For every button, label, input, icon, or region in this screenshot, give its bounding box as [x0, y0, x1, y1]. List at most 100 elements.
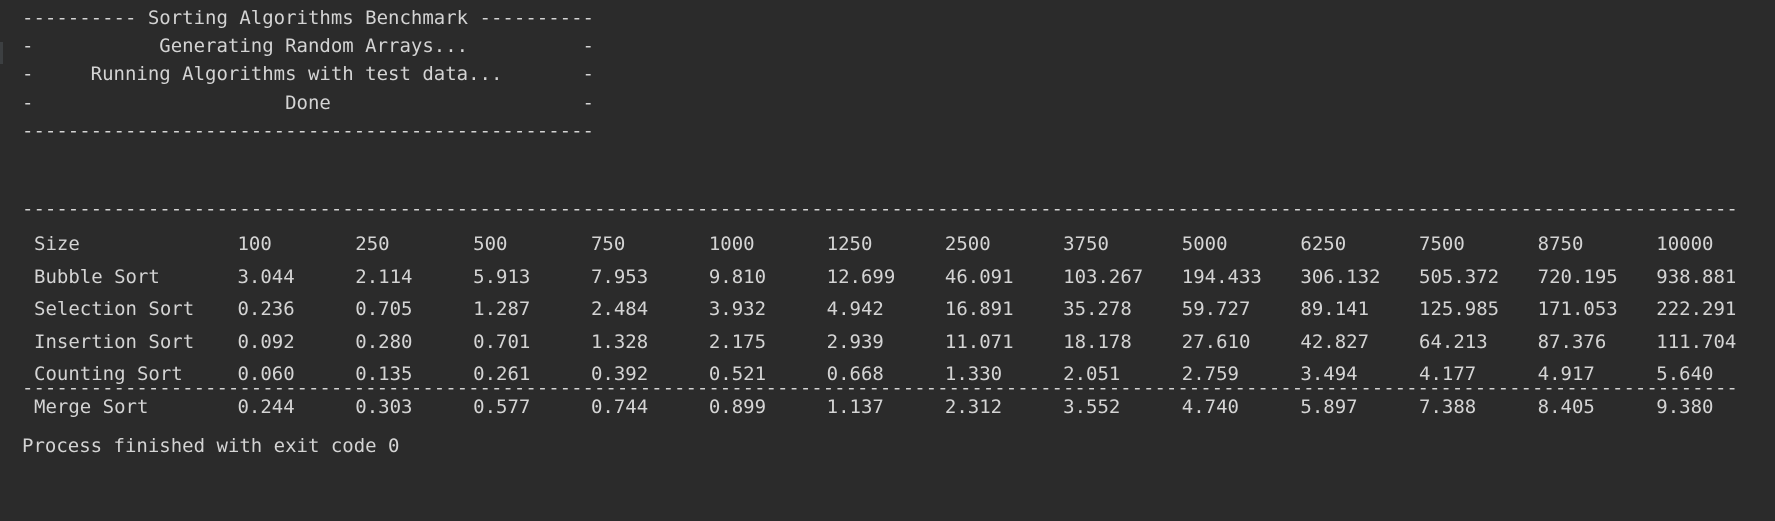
table-cell: 0.521	[708, 363, 767, 385]
table-cell: 35.278	[1063, 298, 1132, 320]
table-cell: 111.704	[1656, 330, 1737, 353]
table-cell: 3.044	[237, 265, 295, 288]
table-cell: 125.985	[1419, 298, 1500, 320]
table-cell: 89.141	[1300, 298, 1370, 320]
table-cell: 306.132	[1300, 265, 1381, 288]
table-cell: 1.287	[473, 298, 531, 320]
table-cell: 0.244	[237, 395, 295, 418]
banner-line: - Running Algorithms with test data... -	[22, 63, 594, 85]
table-cell: 12.699	[826, 265, 896, 288]
table-cell: 100	[237, 233, 272, 255]
exit-message: Process finished with exit code 0	[22, 435, 400, 457]
table-cell: 8750	[1537, 233, 1584, 255]
table-cell: 2.312	[944, 395, 1003, 418]
table-cell: 2.759	[1181, 363, 1239, 385]
table-cell: 3750	[1063, 233, 1109, 255]
table-cell: 18.178	[1063, 330, 1132, 353]
table-cell: 87.376	[1537, 330, 1607, 353]
table-cell: 0.303	[355, 395, 413, 418]
table-cell: 9.810	[708, 265, 767, 288]
table-top-rule: ----------------------------------------…	[22, 198, 1739, 220]
table-cell: 2.114	[355, 265, 413, 288]
banner-title: ---------- Sorting Algorithms Benchmark …	[22, 7, 594, 29]
table-cell: 0.280	[355, 330, 413, 353]
table-row: Selection Sort 0.236 0.705 1.287 2.484 3.932 4…	[22, 293, 1775, 326]
table-cell: 59.727	[1181, 298, 1251, 320]
table-cell: 0.744	[590, 395, 649, 418]
table-row: Bubble Sort 3.044 2.114 5.913 7.953 9.810 12.6…	[22, 261, 1775, 294]
table-cell: 0.135	[355, 363, 413, 385]
table-cell: 1.328	[590, 330, 649, 353]
table-cell: 3.552	[1063, 395, 1121, 418]
table-cell: 64.213	[1419, 330, 1488, 353]
table-cell: 5.913	[473, 265, 531, 288]
table-cell: 0.392	[590, 363, 649, 385]
row-label: Bubble Sort	[34, 265, 160, 288]
row-label: Counting Sort	[34, 363, 183, 385]
table-cell: 2500	[944, 233, 991, 255]
table-cell: 0.705	[355, 298, 413, 320]
banner-line: - Done -	[22, 92, 594, 114]
table-header-row: Size 100 250 500 750 1000 1250 2500 3750 5000 6250…	[22, 228, 1775, 261]
table-cell: 7.388	[1419, 395, 1477, 418]
table-cell: 4.740	[1181, 395, 1239, 418]
table-cell: 0.261	[473, 363, 531, 385]
table-cell: 222.291	[1656, 298, 1737, 320]
table-row: Insertion Sort 0.092 0.280 0.701 1.328 2.175 2…	[22, 326, 1775, 359]
table-cell: 2.484	[590, 298, 649, 320]
table-cell: 7.953	[590, 265, 649, 288]
table-cell: 7500	[1419, 233, 1465, 255]
table-cell: 1.330	[944, 363, 1003, 385]
table-cell: 103.267	[1063, 265, 1144, 288]
table-cell: 6250	[1300, 233, 1347, 255]
table-cell: 4.942	[826, 298, 884, 320]
table-cell: 250	[355, 233, 390, 255]
table-cell: 1000	[708, 233, 755, 255]
row-label: Size	[34, 233, 80, 255]
row-label: Merge Sort	[34, 395, 149, 418]
table-cell: 0.668	[826, 363, 884, 385]
table-cell: 46.091	[944, 265, 1014, 288]
table-cell: 0.899	[708, 395, 767, 418]
table-cell: 1.137	[826, 395, 884, 418]
banner-rule: ----------------------------------------…	[22, 120, 594, 142]
results-table: Size 100 250 500 750 1000 1250 2500 3750 5000 6250…	[22, 228, 1775, 423]
table-cell: 9.380	[1656, 395, 1714, 418]
table-cell: 16.891	[944, 298, 1014, 320]
table-cell: 11.071	[944, 330, 1014, 353]
table-cell: 0.577	[473, 395, 531, 418]
table-cell: 5.640	[1656, 363, 1714, 385]
table-cell: 4.177	[1419, 363, 1477, 385]
table-cell: 5000	[1181, 233, 1228, 255]
table-cell: 2.175	[708, 330, 767, 353]
table-cell: 27.610	[1181, 330, 1251, 353]
row-label: Selection Sort	[34, 298, 195, 320]
table-cell: 171.053	[1537, 298, 1618, 320]
table-cell: 194.433	[1181, 265, 1262, 288]
table-cell: 3.932	[708, 298, 767, 320]
table-cell: 750	[590, 233, 626, 255]
gutter-marker	[0, 42, 3, 64]
table-cell: 0.060	[237, 363, 295, 385]
table-cell: 938.881	[1656, 265, 1737, 288]
table-cell: 505.372	[1419, 265, 1500, 288]
table-bottom-rule: ----------------------------------------…	[22, 377, 1739, 399]
table-cell: 500	[473, 233, 508, 255]
banner-line: - Generating Random Arrays... -	[22, 35, 594, 57]
table-cell: 0.092	[237, 330, 295, 353]
table-cell: 42.827	[1300, 330, 1370, 353]
table-cell: 4.917	[1537, 363, 1595, 385]
row-label: Insertion Sort	[34, 330, 195, 353]
table-cell: 5.897	[1300, 395, 1358, 418]
table-row: Merge Sort 0.244 0.303 0.577 0.744 0.899 1.137…	[22, 391, 1775, 424]
table-row: Counting Sort 0.060 0.135 0.261 0.392 0.521 0.…	[22, 358, 1775, 391]
table-cell: 0.701	[473, 330, 531, 353]
table-cell: 2.939	[826, 330, 884, 353]
table-cell: 10000	[1656, 233, 1714, 255]
table-cell: 0.236	[237, 298, 295, 320]
table-cell: 720.195	[1537, 265, 1618, 288]
table-cell: 1250	[826, 233, 873, 255]
table-cell: 2.051	[1063, 363, 1121, 385]
table-cell: 3.494	[1300, 363, 1358, 385]
